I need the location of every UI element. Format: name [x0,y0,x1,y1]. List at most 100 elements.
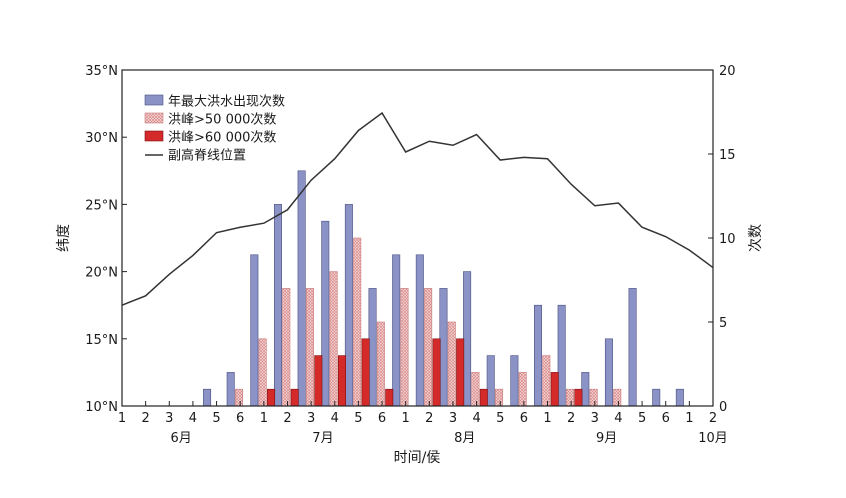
bar-s1-7 [282,288,291,407]
x-tick-label: 5 [354,411,362,426]
bar-s2-10 [361,338,370,407]
y-right-tick-label: 0 [719,400,727,415]
x-tick-label: 4 [189,411,197,426]
x-axis-title: 时间/侯 [394,450,441,466]
x-tick-label: 1 [260,411,268,426]
bar-s0-12 [392,254,401,407]
month-label: 10月 [698,431,728,446]
bar-s0-6 [250,254,259,407]
x-tick-label: 6 [378,411,386,426]
x-tick-label: 2 [425,411,433,426]
bar-s0-4 [203,388,212,407]
bar-s0-20 [581,372,590,407]
bar-s0-14 [439,288,448,407]
y-left-tick-label: 10°N [85,400,118,415]
bar-s2-19 [574,388,583,407]
bar-s0-15 [463,271,472,407]
x-tick-label: 4 [331,411,339,426]
bar-s1-14 [447,321,456,407]
y-right-tick-label: 15 [719,148,736,163]
bar-s1-6 [258,338,267,407]
bar-s1-11 [376,321,385,407]
bar-s1-15 [471,372,480,407]
legend-swatch [144,94,164,106]
x-tick-label: 1 [543,411,551,426]
bar-s0-23 [652,388,661,407]
y-left-tick-label: 20°N [85,266,118,281]
bar-s0-19 [557,304,566,407]
y-left-tick-label: 15°N [85,333,118,348]
x-tick-label: 5 [212,411,220,426]
legend-label: 洪峰>60 000次数 [168,130,276,146]
y-right-tick-label: 5 [719,316,727,331]
y-left-tick-label: 25°N [85,198,118,213]
bar-s2-18 [550,372,559,407]
bar-s1-5 [235,388,244,407]
bar-s0-22 [628,288,637,407]
x-tick-label: 1 [118,411,126,426]
x-tick-label: 3 [591,411,599,426]
x-tick-label: 6 [662,411,670,426]
month-label: 8月 [454,431,475,446]
bar-s0-17 [510,355,519,407]
legend-swatch [144,112,164,124]
bar-s1-12 [400,288,409,407]
bar-s0-18 [534,304,543,407]
x-tick-label: 2 [567,411,575,426]
bar-s0-9 [321,220,330,407]
y-right-tick-label: 20 [719,64,736,79]
legend-swatch [144,130,164,142]
x-tick-label: 3 [165,411,173,426]
y-right-tick-label: 10 [719,232,736,247]
series-line-ridge [121,111,714,306]
y-left-tick-label: 30°N [85,131,118,146]
bar-s2-6 [267,388,276,407]
bar-s0-8 [297,170,306,407]
y-left-axis-title: 纬度 [56,224,72,252]
bar-s1-10 [353,237,362,407]
month-label: 9月 [596,431,617,446]
bar-s0-7 [273,204,282,407]
bar-s0-24 [675,388,684,407]
bar-s2-9 [337,355,346,407]
legend-label: 副高脊线位置 [168,148,246,164]
x-tick-label: 1 [685,411,693,426]
x-tick-label: 3 [307,411,315,426]
bar-s1-13 [424,288,433,407]
x-tick-label: 6 [520,411,528,426]
x-tick-label: 5 [496,411,504,426]
bar-s2-13 [432,338,441,407]
bar-s1-16 [495,388,504,407]
bar-s2-14 [456,338,465,407]
x-tick-label: 2 [709,411,717,426]
legend-label: 洪峰>50 000次数 [168,112,276,128]
y-right-axis-title: 次数 [748,224,764,252]
bar-s0-16 [486,355,495,407]
x-tick-label: 2 [141,411,149,426]
legend-label: 年最大洪水出现次数 [168,94,285,110]
bar-s1-8 [305,288,314,407]
bar-s1-21 [613,388,622,407]
month-label: 6月 [170,431,191,446]
x-tick-label: 3 [449,411,457,426]
bar-s0-13 [415,254,424,407]
bar-s2-11 [385,388,394,407]
bar-s1-18 [542,355,551,407]
bar-s2-7 [290,388,299,407]
month-label: 7月 [312,431,333,446]
bar-s0-10 [344,204,353,407]
bar-s0-5 [226,372,235,407]
x-tick-label: 1 [402,411,410,426]
bar-s2-15 [479,388,488,407]
x-tick-label: 2 [283,411,291,426]
x-tick-label: 6 [236,411,244,426]
bar-s2-8 [314,355,323,407]
bar-s1-20 [589,388,598,407]
y-left-tick-label: 35°N [85,64,118,79]
bar-s1-9 [329,271,338,407]
bar-s1-19 [565,388,574,407]
bar-s0-21 [604,338,613,407]
x-tick-label: 5 [638,411,646,426]
